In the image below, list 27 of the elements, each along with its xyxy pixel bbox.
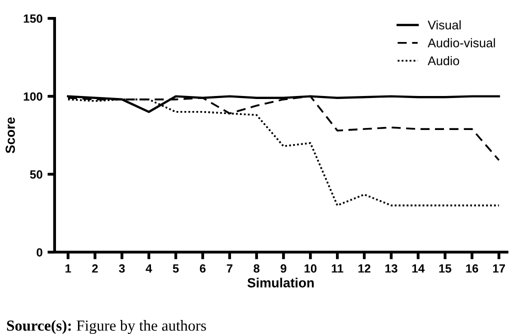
x-tick-label: 1: [66, 264, 72, 273]
x-tick-label: 13: [385, 264, 398, 273]
legend-label: Audio: [428, 56, 460, 66]
x-tick-label: 14: [412, 264, 425, 273]
y-tick-label: 150: [24, 14, 42, 23]
x-tick-label: 5: [172, 264, 179, 273]
y-tick-label: 50: [30, 170, 42, 179]
x-tick-label: 16: [466, 264, 478, 273]
legend-label: Visual: [428, 20, 461, 30]
x-tick-label: 9: [280, 264, 286, 273]
y-tick-label: 100: [24, 92, 42, 101]
x-tick-label: 4: [146, 264, 152, 273]
x-tick-label: 2: [92, 264, 98, 273]
x-tick-label: 17: [493, 264, 505, 273]
source-note: Source(s): Figure by the authors: [7, 320, 206, 334]
x-tick-label: 7: [226, 264, 232, 273]
x-tick-label: 8: [254, 264, 260, 273]
x-tick-label: 15: [439, 264, 452, 273]
x-tick-label: 11: [332, 264, 344, 273]
x-axis-title: Simulation: [247, 278, 314, 288]
y-axis-title: Score: [6, 117, 15, 154]
y-tick-label: 0: [36, 248, 42, 257]
legend-label: Audio-visual: [428, 38, 495, 48]
x-tick-label: 12: [358, 264, 370, 273]
x-tick-label: 10: [304, 264, 317, 273]
x-tick-label: 6: [200, 264, 206, 273]
x-tick-label: 3: [118, 264, 125, 273]
